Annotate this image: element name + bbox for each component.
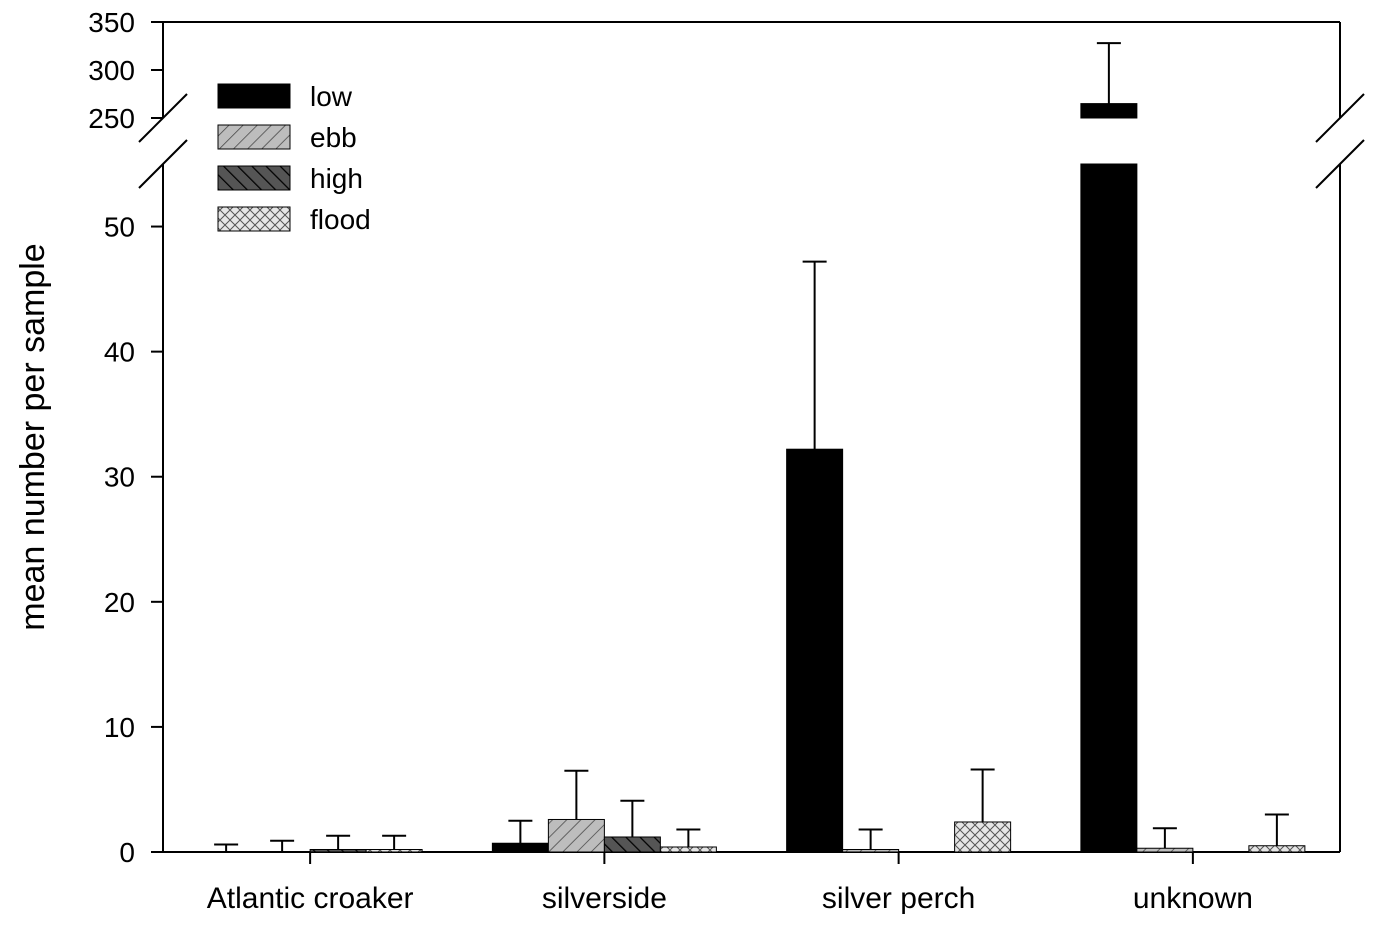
- bar-low: [786, 448, 844, 853]
- bar-ebb: [547, 818, 605, 853]
- bar-ebb: [1136, 847, 1194, 853]
- axis-break-mark: [1315, 139, 1365, 189]
- bar-low: [1080, 163, 1138, 853]
- legend-label-flood: flood: [310, 204, 371, 235]
- y-tick-label: 300: [88, 55, 135, 86]
- y-tick-label: 10: [104, 712, 135, 743]
- axis-break-mark: [1315, 93, 1365, 143]
- x-category-label: Atlantic croaker: [207, 882, 414, 915]
- legend-swatch-high: [217, 165, 291, 191]
- x-category-label: silverside: [542, 882, 667, 915]
- bar-low-upper: [1080, 103, 1138, 119]
- legend-swatch-flood: [217, 206, 291, 232]
- y-tick-label: 20: [104, 587, 135, 618]
- bar-low: [491, 842, 549, 853]
- y-tick-label: 50: [104, 212, 135, 243]
- legend-label-ebb: ebb: [310, 122, 357, 153]
- y-axis-title: mean number per sample: [14, 243, 52, 630]
- y-tick-label: 0: [119, 837, 135, 868]
- bar-high: [309, 848, 367, 853]
- x-category-label: unknown: [1133, 882, 1253, 915]
- bar-flood: [365, 848, 423, 853]
- legend-swatch-low: [217, 83, 291, 109]
- y-tick-label: 350: [88, 7, 135, 38]
- bar-high: [603, 836, 661, 853]
- legend-label-high: high: [310, 163, 363, 194]
- axis-break-mark: [138, 139, 188, 189]
- bar-flood: [1248, 845, 1306, 853]
- x-category-label: silver perch: [822, 882, 975, 915]
- bar-ebb: [842, 848, 900, 853]
- legend-label-low: low: [310, 81, 353, 112]
- bar-flood: [954, 821, 1012, 853]
- legend-swatch-ebb: [217, 124, 291, 150]
- y-tick-label: 250: [88, 103, 135, 134]
- y-tick-label: 40: [104, 337, 135, 368]
- bar-flood: [659, 846, 717, 853]
- y-tick-label: 30: [104, 462, 135, 493]
